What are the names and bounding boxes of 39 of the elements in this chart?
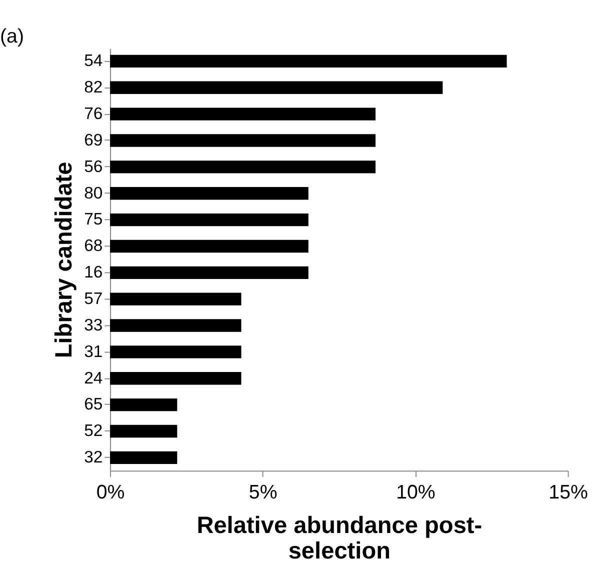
y-tick-label: 65 [84, 394, 103, 414]
bar [110, 372, 242, 385]
bar [110, 424, 178, 438]
bar [110, 398, 178, 412]
y-tick-label: 33 [84, 315, 103, 334]
y-axis-title: Library candidate [50, 162, 76, 358]
bar [110, 451, 178, 464]
bar [110, 319, 242, 332]
y-tick-label: 69 [84, 130, 103, 150]
bar [110, 240, 308, 253]
y-tick-label: 16 [84, 262, 103, 282]
bar [110, 160, 376, 174]
y-tick-label: 56 [84, 156, 103, 176]
y-tick-label: 75 [84, 210, 103, 229]
y-tick-label: 52 [84, 421, 103, 440]
y-tick-label: 68 [84, 236, 103, 256]
bar [110, 54, 507, 68]
y-tick-label: 54 [84, 51, 103, 70]
bar [110, 213, 308, 226]
bar [110, 108, 376, 120]
bar [110, 187, 308, 200]
text: (a) [0, 25, 24, 48]
y-tick-label: 57 [84, 289, 103, 308]
y-tick-label: 82 [84, 78, 103, 97]
x-tick-label: 5% [248, 482, 278, 504]
bar [110, 81, 443, 94]
bar [110, 346, 242, 358]
x-tick-label: 10% [396, 482, 436, 504]
y-tick-label: 32 [84, 448, 103, 467]
y-tick-label: 76 [84, 104, 103, 123]
y-tick-label: 80 [84, 183, 103, 202]
bar [110, 292, 242, 306]
bar [110, 266, 308, 279]
x-axis-title: Relative abundance post-selection [196, 512, 482, 564]
x-tick-label: 15% [548, 482, 588, 504]
x-tick-label: 0% [96, 482, 125, 504]
bar [110, 134, 376, 147]
y-tick-label: 24 [84, 368, 103, 388]
y-tick-label: 31 [84, 342, 103, 361]
